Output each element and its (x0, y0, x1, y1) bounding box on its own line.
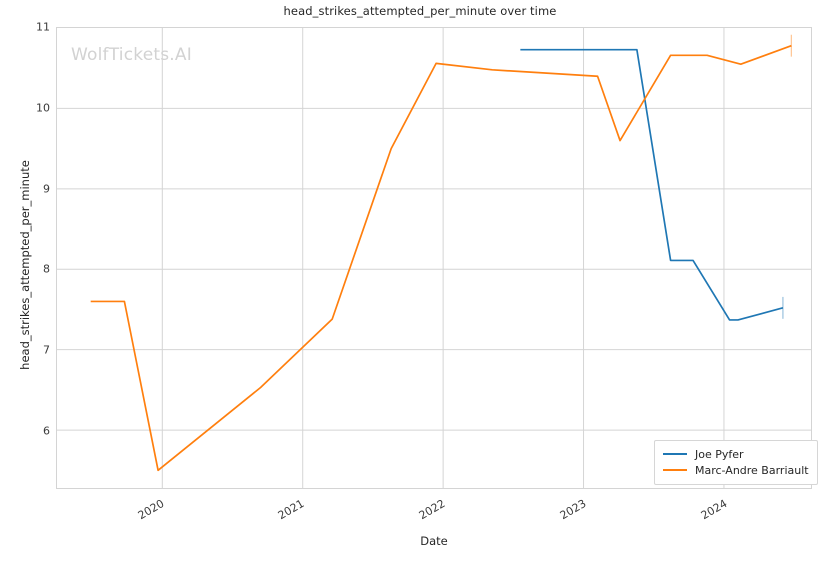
x-axis-label: Date (420, 534, 448, 548)
series-line-1 (90, 44, 792, 472)
legend-item-1[interactable]: Marc-Andre Barriault (663, 462, 809, 478)
x-tick-label-2: 2022 (416, 497, 448, 523)
data-series-lines (90, 34, 792, 472)
legend-swatch-1 (663, 469, 687, 471)
chart-legend[interactable]: Joe Pyfer Marc-Andre Barriault (654, 440, 818, 485)
x-tick-label-1: 2021 (276, 497, 307, 523)
y-tick-label-0: 6 (43, 424, 50, 438)
legend-swatch-0 (663, 453, 687, 455)
series-line-0 (520, 48, 784, 321)
x-tick-label-3: 2023 (557, 497, 589, 523)
legend-label-1: Marc-Andre Barriault (695, 463, 809, 477)
y-axis-ticks: 6 7 8 9 10 11 (0, 0, 50, 561)
plot-area: WolfTickets.AI (56, 27, 812, 489)
y-tick-label-5: 11 (36, 20, 50, 34)
x-tick-label-0: 2020 (135, 497, 167, 523)
legend-label-0: Joe Pyfer (695, 447, 744, 461)
y-tick-label-4: 10 (36, 101, 50, 115)
chart-title: head_strikes_attempted_per_minute over t… (283, 4, 557, 18)
grid-lines (57, 28, 811, 488)
y-tick-label-3: 9 (43, 182, 50, 196)
x-tick-label-4: 2024 (698, 497, 730, 523)
y-tick-label-2: 8 (43, 262, 50, 276)
y-tick-label-1: 7 (43, 343, 50, 357)
legend-item-0[interactable]: Joe Pyfer (663, 446, 809, 462)
